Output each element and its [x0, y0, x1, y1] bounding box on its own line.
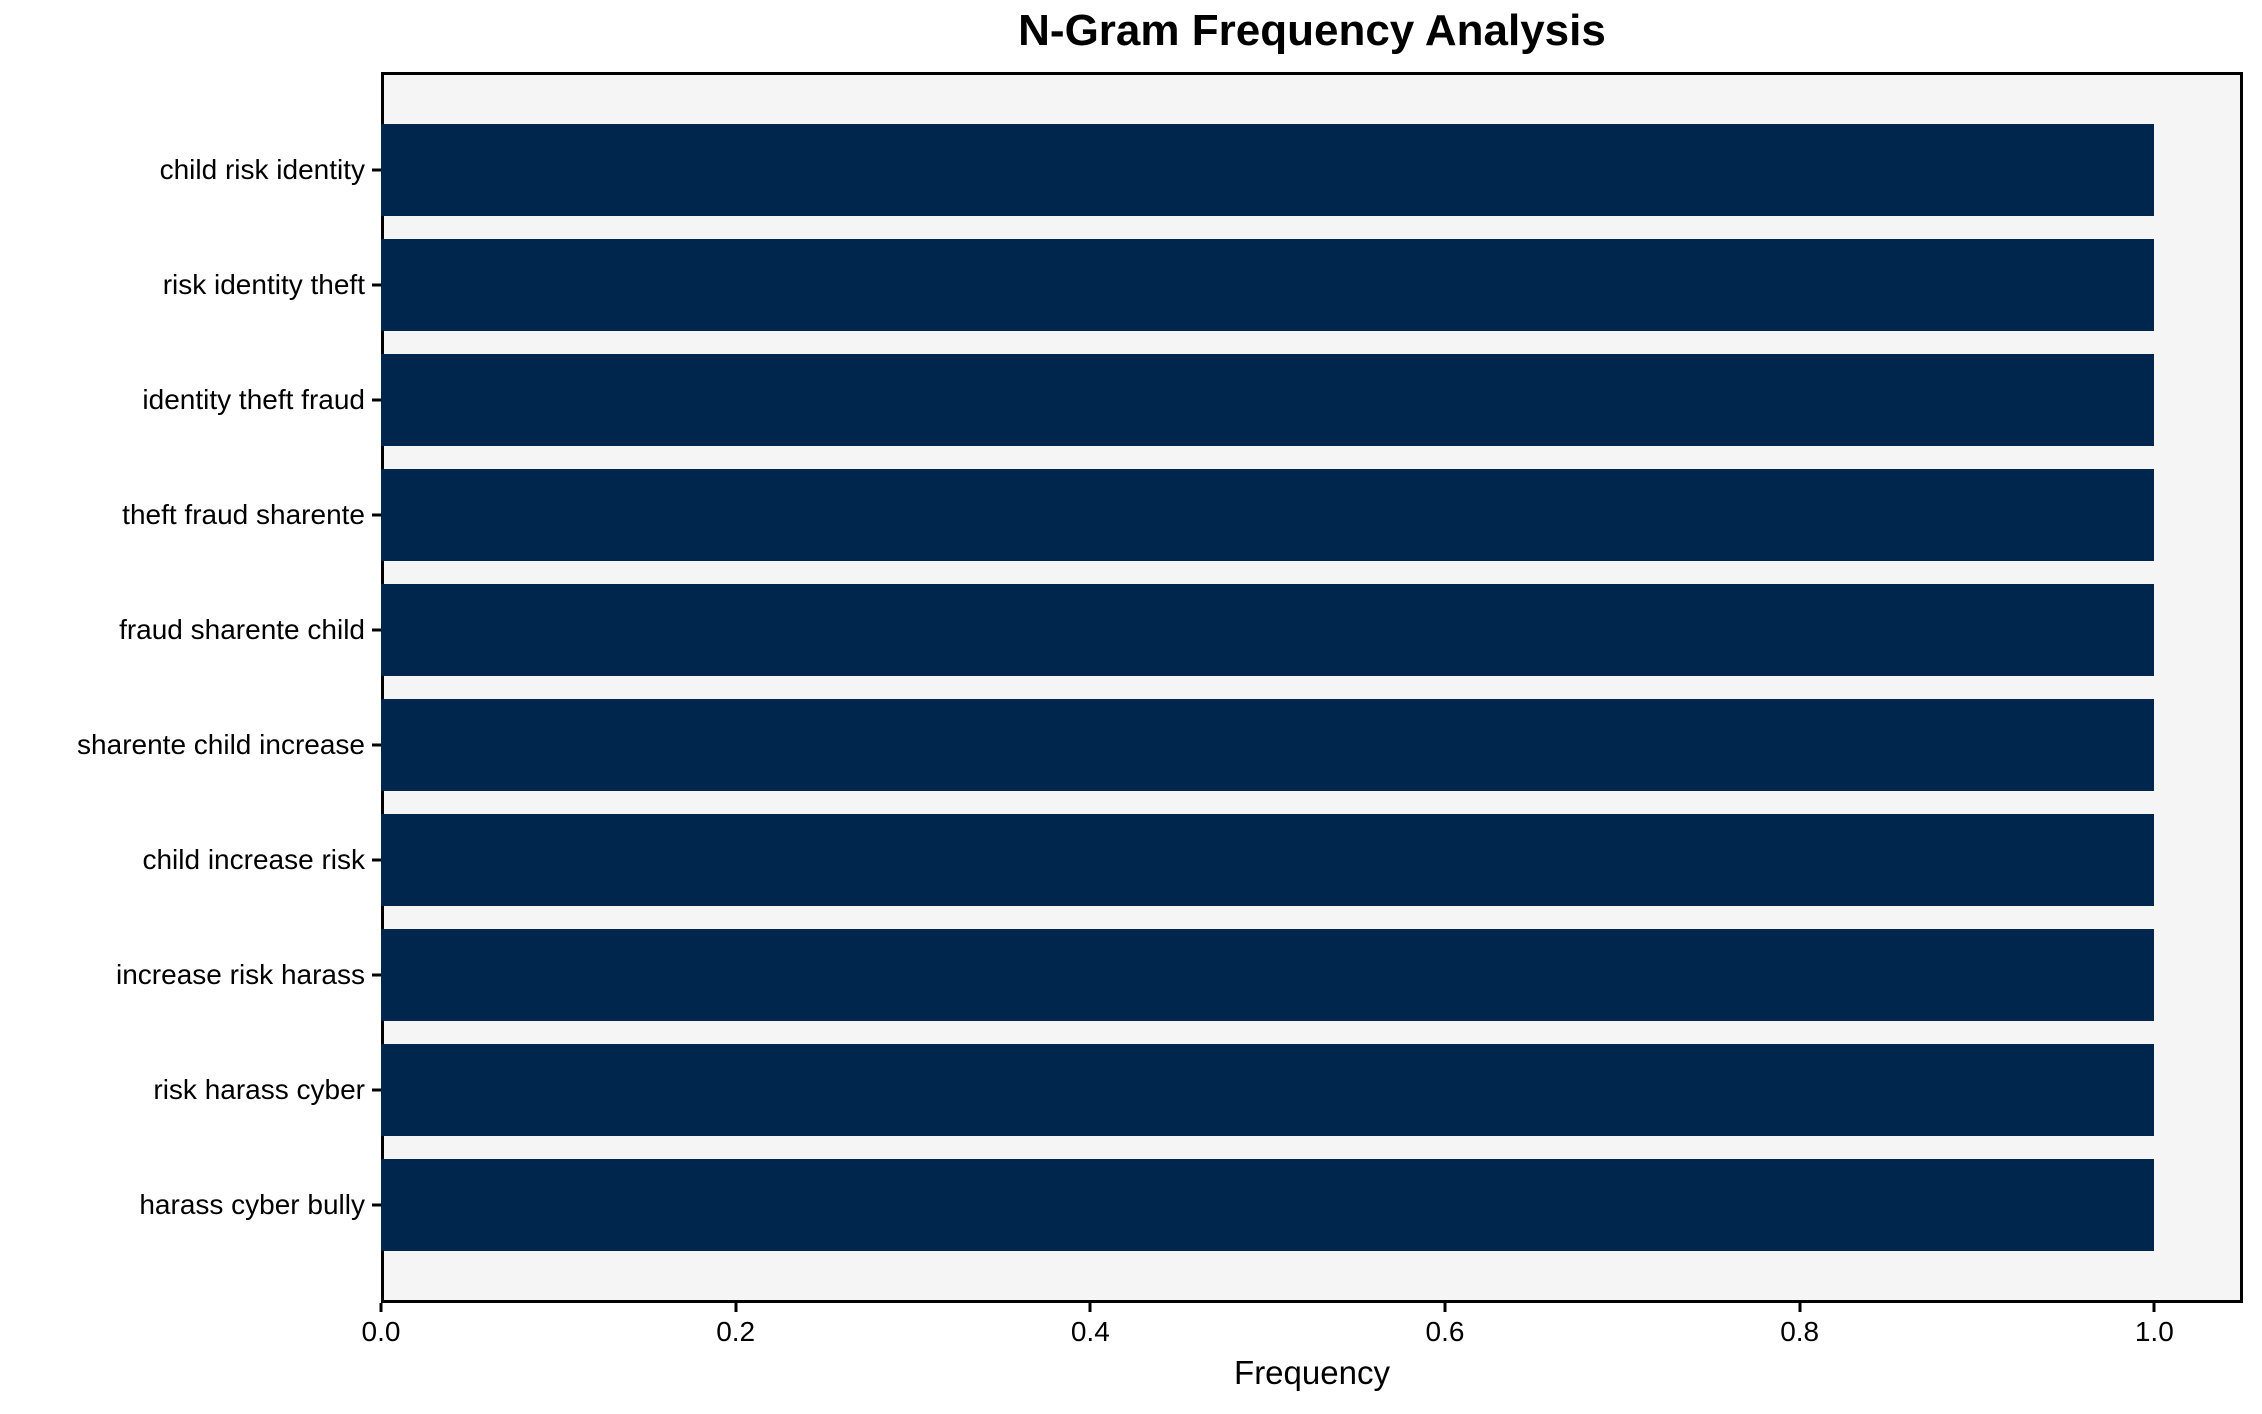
x-tick-mark — [2152, 1303, 2156, 1312]
bar — [381, 1044, 2155, 1137]
bar — [381, 468, 2155, 561]
y-tick-mark — [372, 168, 381, 172]
y-tick-label: increase risk harass — [116, 959, 365, 991]
y-tick-mark — [372, 1203, 381, 1207]
y-tick-label: sharente child increase — [77, 729, 365, 761]
x-tick-label: 0.6 — [1425, 1316, 1465, 1347]
bar — [381, 929, 2155, 1022]
y-tick-mark — [372, 513, 381, 517]
x-tick-label: 0.8 — [1780, 1316, 1820, 1347]
bar — [381, 583, 2155, 676]
chart-title: N-Gram Frequency Analysis — [1018, 6, 1606, 55]
x-tick-mark — [1798, 1303, 1802, 1312]
x-tick-label: 0.2 — [716, 1316, 756, 1347]
y-tick-mark — [372, 1088, 381, 1092]
y-tick-mark — [372, 973, 381, 977]
x-axis-label: Frequency — [1234, 1354, 1390, 1391]
bar — [381, 123, 2155, 216]
y-tick-mark — [372, 628, 381, 632]
bar — [381, 1159, 2155, 1252]
y-tick-label: fraud sharente child — [119, 613, 365, 645]
x-tick-mark — [1088, 1303, 1092, 1312]
bar — [381, 238, 2155, 331]
y-tick-label: child risk identity — [159, 153, 365, 185]
x-tick-label: 0.4 — [1070, 1316, 1110, 1347]
y-tick-mark — [372, 283, 381, 287]
x-tick-label: 0.0 — [361, 1316, 401, 1347]
x-tick-mark — [379, 1303, 383, 1312]
x-tick-label: 1.0 — [2134, 1316, 2174, 1347]
y-tick-label: risk identity theft — [162, 268, 365, 300]
y-tick-label: risk harass cyber — [153, 1074, 365, 1106]
y-tick-label: identity theft fraud — [142, 383, 365, 415]
x-tick-mark — [1443, 1303, 1447, 1312]
y-tick-label: theft fraud sharente — [122, 498, 365, 530]
y-tick-mark — [372, 858, 381, 862]
y-tick-label: child increase risk — [142, 844, 365, 876]
bar — [381, 814, 2155, 907]
x-tick-mark — [734, 1303, 738, 1312]
y-tick-label: harass cyber bully — [139, 1189, 365, 1221]
bar — [381, 353, 2155, 446]
bar — [381, 699, 2155, 792]
y-tick-mark — [372, 398, 381, 402]
y-tick-mark — [372, 743, 381, 747]
